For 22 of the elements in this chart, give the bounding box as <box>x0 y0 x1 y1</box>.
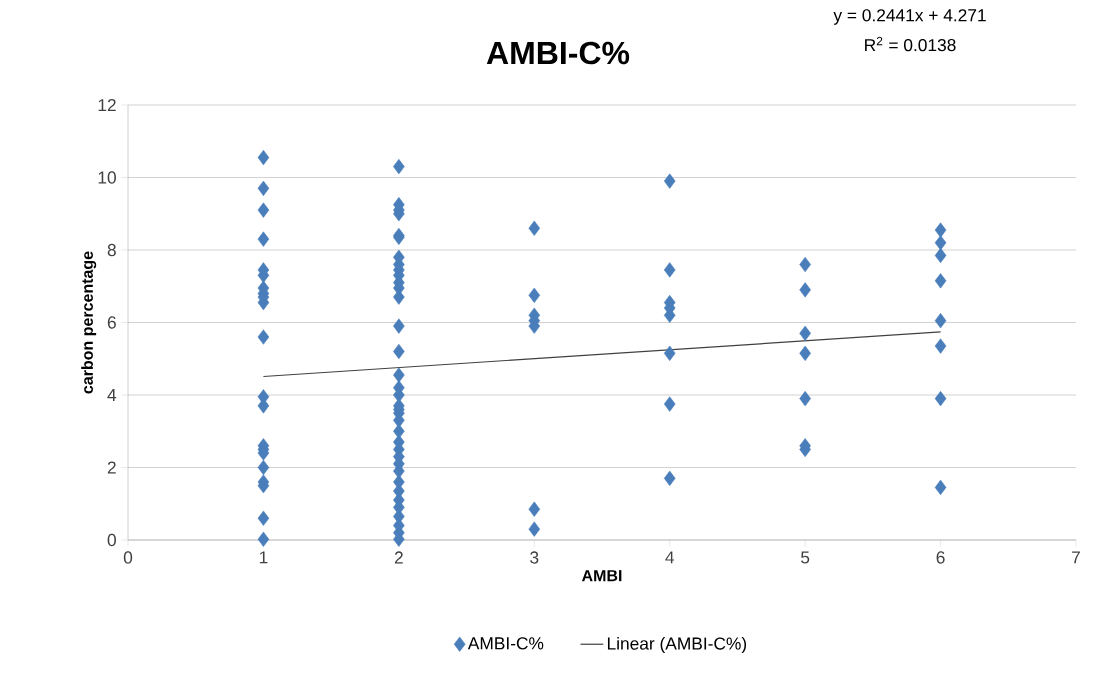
x-axis-title: AMBI <box>581 570 622 582</box>
y-tick-label: 8 <box>107 243 116 257</box>
y-tick-label: 2 <box>107 461 116 474</box>
legend-label: AMBI-C% <box>467 637 544 650</box>
x-tick-label: 2 <box>394 551 403 564</box>
x-tick-label: 7 <box>1072 551 1080 564</box>
text: R$^{2}$ = 0.0138 <box>865 36 956 52</box>
y-tick-label: 12 <box>98 98 116 112</box>
y-tick-label: 10 <box>98 171 116 184</box>
x-tick-label: 5 <box>801 551 810 564</box>
y-tick-label: 6 <box>107 316 116 329</box>
x-tick-label: 1 <box>259 551 268 564</box>
y-tick-label: 4 <box>107 389 117 401</box>
y-axis-title: carbon percentage <box>81 251 97 394</box>
x-tick-label: 0 <box>123 551 133 564</box>
text: y = 0.2441x + 4.271 <box>833 9 986 25</box>
chart-title: AMBI-C% <box>486 41 630 65</box>
x-tick-label: 4 <box>665 551 675 564</box>
x-tick-label: 3 <box>530 551 539 564</box>
legend-label: Linear (AMBI-C%) <box>607 636 747 654</box>
y-tick-label: 0 <box>107 533 116 547</box>
x-tick-label: 6 <box>936 551 945 564</box>
